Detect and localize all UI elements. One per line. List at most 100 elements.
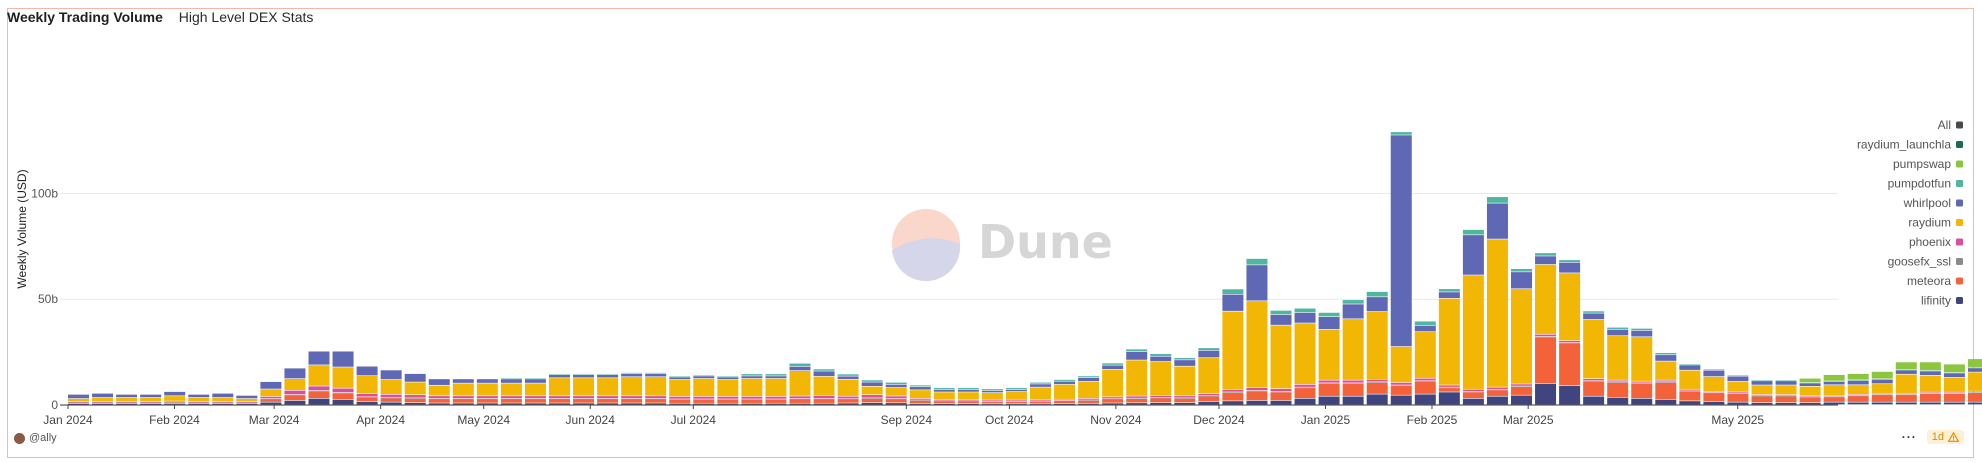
bar-segment-raydium: [1390, 346, 1412, 383]
bar-segment-lifinity: [1078, 403, 1100, 405]
bar-segment-whirlpool: [92, 393, 114, 398]
bar-segment-whirlpool: [1414, 325, 1436, 332]
more-options-icon[interactable]: ···: [1901, 430, 1917, 444]
bar-segment-raydium: [741, 378, 763, 397]
bar-stack: [669, 376, 691, 405]
author[interactable]: @ally: [14, 432, 57, 444]
legend-item-pumpswap[interactable]: pumpswap: [1893, 157, 1963, 171]
bar-segment-goosefx-ssl: [1198, 396, 1220, 397]
x-tick-label: Feb 2025: [1407, 413, 1458, 427]
bar-segment-whirlpool: [188, 394, 210, 398]
bar-segment-whirlpool: [621, 373, 643, 377]
bar-segment-raydium: [597, 378, 619, 396]
bar-stack: [260, 381, 282, 405]
bar-stack: [284, 368, 306, 405]
bar-segment-meteora: [380, 398, 402, 402]
bar-segment-pumpdotfun: [1823, 381, 1845, 382]
bar-segment-whirlpool: [356, 366, 378, 376]
bar-segment-lifinity: [452, 403, 474, 405]
bar-segment-goosefx-ssl: [813, 398, 835, 400]
bar-segment-meteora: [452, 399, 474, 403]
bar-segment-phoenix: [524, 396, 546, 399]
legend-item-raydium-launchla[interactable]: raydium_launchla: [1857, 138, 1963, 152]
bar-segment-meteora: [524, 399, 546, 403]
bar-segment-pumpdotfun: [1294, 308, 1316, 313]
bar-segment-lifinity: [717, 403, 739, 405]
bar-segment-goosefx-ssl: [1775, 396, 1797, 397]
bar-segment-raydium: [1150, 361, 1172, 396]
bar-stack: [1342, 300, 1364, 405]
bar-segment-goosefx-ssl: [693, 399, 715, 400]
bar-segment-raydium: [1198, 358, 1220, 394]
bar-segment-meteora: [1054, 401, 1076, 404]
bar-segment-whirlpool: [1751, 381, 1773, 385]
bar-segment-raydium: [68, 398, 89, 402]
bar-segment-meteora: [1462, 392, 1484, 399]
legend-item-meteora[interactable]: meteora: [1907, 274, 1963, 288]
bar-stack: [1462, 229, 1484, 405]
bar-segment-raydium: [1655, 361, 1677, 380]
bar-segment-phoenix: [1222, 389, 1244, 392]
bar-segment-phoenix: [116, 402, 138, 403]
bar-stack: [1919, 362, 1941, 405]
bar-segment-whirlpool: [380, 370, 402, 380]
bar-segment-pumpdotfun: [1102, 363, 1124, 365]
legend-item-goosefx-ssl[interactable]: goosefx_ssl: [1888, 255, 1963, 269]
bar-segment-goosefx-ssl: [717, 399, 739, 400]
x-tick-label: Nov 2024: [1090, 413, 1142, 427]
bar-segment-pumpdotfun: [1655, 352, 1677, 355]
legend-item-raydium[interactable]: raydium: [1908, 216, 1963, 230]
bar-segment-whirlpool: [669, 377, 691, 380]
chart-subtitle-tab[interactable]: High Level DEX Stats: [178, 9, 314, 25]
bar-segment-goosefx-ssl: [164, 402, 186, 403]
bar-segment-whirlpool: [645, 373, 667, 377]
bar-segment-pumpdotfun: [885, 382, 907, 385]
bar-segment-raydium: [837, 379, 859, 396]
bar-segment-phoenix: [1583, 378, 1605, 381]
legend-swatch: [1956, 258, 1963, 265]
freshness-badge[interactable]: 1d: [1926, 430, 1964, 444]
bar-segment-whirlpool: [789, 366, 811, 371]
bar-segment-goosefx-ssl: [645, 398, 667, 400]
legend-item-pumpdotfun[interactable]: pumpdotfun: [1888, 177, 1963, 191]
bar-segment-goosefx-ssl: [1823, 396, 1845, 398]
bar-segment-pumpdotfun: [1438, 289, 1460, 292]
bar-segment-raydium: [909, 390, 931, 399]
bar-segment-phoenix: [1198, 394, 1220, 396]
bar-segment-lifinity: [1583, 396, 1605, 405]
bar-segment-phoenix: [957, 399, 979, 401]
bar-segment-lifinity: [428, 403, 450, 405]
bar-segment-goosefx-ssl: [1871, 394, 1893, 396]
bar-segment-meteora: [1655, 382, 1677, 400]
bar-segment-goosefx-ssl: [212, 402, 234, 404]
bar-segment-lifinity: [933, 403, 955, 405]
bar-segment-pumpdotfun: [1799, 382, 1821, 384]
legend-item-whirlpool[interactable]: whirlpool: [1903, 196, 1963, 210]
bar-segment-goosefx-ssl: [380, 397, 402, 399]
bar-segment-whirlpool: [1438, 292, 1460, 298]
bar-segment-meteora: [1535, 337, 1557, 384]
legend-label: pumpswap: [1893, 157, 1951, 171]
bar-segment-goosefx-ssl: [789, 398, 811, 400]
bar-stack: [1174, 358, 1196, 405]
legend-item-All[interactable]: All: [1938, 118, 1963, 132]
bar-segment-lifinity: [524, 403, 546, 405]
bar-segment-raydium: [308, 365, 330, 386]
dune-watermark: Dune: [892, 209, 1113, 282]
bar-segment-pumpdotfun: [1318, 312, 1340, 317]
bar-stack: [909, 385, 931, 405]
bar-segment-pumpdotfun: [693, 375, 715, 376]
bar-segment-lifinity: [1727, 402, 1749, 405]
bar-segment-phoenix: [861, 395, 883, 398]
x-tick-label: Sep 2024: [881, 413, 933, 427]
bar-segment-lifinity: [1030, 404, 1051, 405]
bar-stack: [621, 372, 643, 405]
bar-segment-goosefx-ssl: [1799, 397, 1821, 398]
bar-segment-goosefx-ssl: [356, 397, 378, 398]
bar-stack: [645, 372, 667, 405]
bar-segment-pumpdotfun: [861, 380, 883, 382]
legend-item-phoenix[interactable]: phoenix: [1909, 235, 1963, 249]
bar-segment-pumpdotfun: [933, 388, 955, 390]
bar-stack: [404, 373, 426, 405]
legend-item-lifinity[interactable]: lifinity: [1921, 294, 1963, 308]
